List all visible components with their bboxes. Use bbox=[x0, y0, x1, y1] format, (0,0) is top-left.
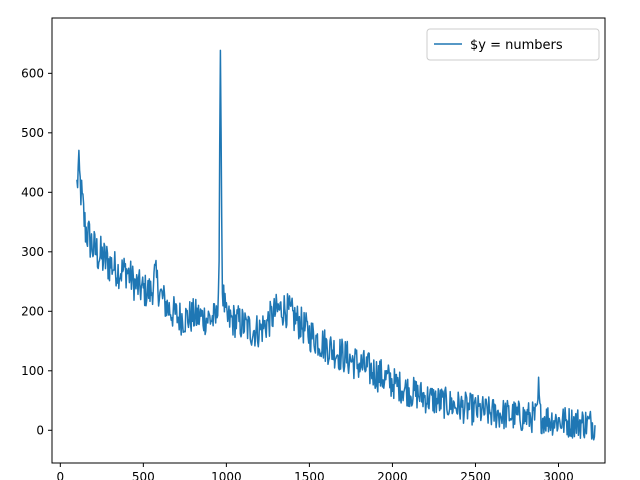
y-tick-label: 0 bbox=[36, 423, 44, 437]
x-tick-label: 500 bbox=[132, 470, 155, 480]
x-axis: 0 500 1000 1500 2000 2500 3000 bbox=[56, 463, 574, 480]
x-tick-label: 1500 bbox=[294, 470, 325, 480]
x-tick-label: 3000 bbox=[543, 470, 574, 480]
plot-area bbox=[51, 17, 606, 464]
y-tick-label: 300 bbox=[21, 245, 44, 259]
y-tick-label: 100 bbox=[21, 364, 44, 378]
y-tick-label: 200 bbox=[21, 304, 44, 318]
y-tick-label: 500 bbox=[21, 126, 44, 140]
y-tick-label: 600 bbox=[21, 66, 44, 80]
legend: $y = numbers bbox=[426, 28, 600, 61]
y-axis: 0 100 200 300 400 500 600 bbox=[21, 66, 52, 437]
x-tick-label: 2500 bbox=[460, 470, 491, 480]
y-tick-label: 400 bbox=[21, 185, 44, 199]
legend-label: $y = numbers bbox=[470, 38, 563, 53]
x-tick-label: 0 bbox=[56, 470, 64, 480]
series-line-numbers bbox=[76, 49, 596, 441]
x-tick-label: 1000 bbox=[211, 470, 242, 480]
legend-box bbox=[426, 28, 600, 61]
x-tick-label: 2000 bbox=[377, 470, 408, 480]
axes-background bbox=[52, 18, 605, 463]
axes-frame bbox=[51, 17, 606, 464]
